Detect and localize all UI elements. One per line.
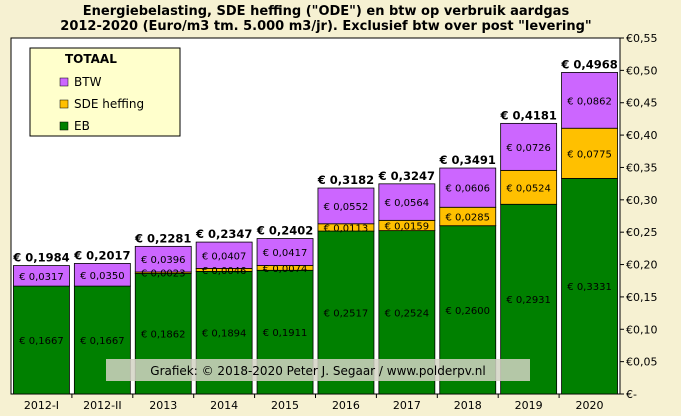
category-label: 2016 xyxy=(332,399,360,412)
segment-label-eb: € 0,3331 xyxy=(567,282,612,293)
credit-background xyxy=(106,359,530,381)
y-tick-label: €0,45 xyxy=(626,97,658,110)
segment-label-btw: € 0,0564 xyxy=(385,198,430,209)
bar-segment-btw xyxy=(195,241,253,269)
segment-label-eb: € 0,2524 xyxy=(385,308,430,319)
credit-box: Grafiek: © 2018-2020 Peter J. Segaar / w… xyxy=(106,359,530,381)
y-tick-label: €0,20 xyxy=(626,259,658,272)
legend-label-eb: EB xyxy=(74,119,90,133)
segment-label-btw: € 0,0350 xyxy=(80,271,125,282)
y-tick-label: €- xyxy=(626,388,637,401)
segment-label-sde-heffing: € 0,0046 xyxy=(202,266,247,277)
legend-title: TOTAAL xyxy=(65,52,117,66)
category-label: 2018 xyxy=(454,399,482,412)
segment-label-eb: € 0,1862 xyxy=(141,330,186,341)
legend-label-btw: BTW xyxy=(74,75,102,89)
chart-title-line-1: Energiebelasting, SDE heffing ("ODE") en… xyxy=(83,4,570,19)
segment-label-btw: € 0,0862 xyxy=(567,96,612,107)
category-label: 2012-II xyxy=(83,399,121,412)
bar-segment-btw xyxy=(561,72,618,129)
segment-label-eb: € 0,1667 xyxy=(19,336,64,347)
category-label: 2012-I xyxy=(24,399,59,412)
segment-label-eb: € 0,2600 xyxy=(445,306,490,317)
credit-text: Grafiek: © 2018-2020 Peter J. Segaar / w… xyxy=(150,364,485,378)
legend-label-sde: SDE heffing xyxy=(74,97,144,111)
y-axis: €- €0,05 €0,10 €0,15 €0,20 €0,25 €0,30 €0,35 €0,… xyxy=(620,32,658,401)
y-tick-label: €0,35 xyxy=(626,161,658,174)
y-tick-label: €0,55 xyxy=(626,32,658,45)
bar-segment-btw xyxy=(317,187,375,225)
y-tick-label: €0,50 xyxy=(626,64,658,77)
bar-total-label: € 0,3182 xyxy=(317,173,374,187)
category-label: 2020 xyxy=(576,399,604,412)
category-label: 2014 xyxy=(210,399,238,412)
segment-label-eb: € 0,2517 xyxy=(324,309,369,320)
bar-total-label: € 0,2017 xyxy=(73,248,130,262)
segment-label-sde-heffing: € 0,0113 xyxy=(324,223,369,234)
segment-label-sde-heffing: € 0,0775 xyxy=(567,149,612,160)
bar-total-label: € 0,1984 xyxy=(12,251,69,265)
segment-label-btw: € 0,0552 xyxy=(324,202,369,213)
legend-swatch-sde xyxy=(59,99,69,109)
bar-segment-btw xyxy=(13,265,70,287)
category-label: 2013 xyxy=(149,399,177,412)
segment-label-eb: € 0,2931 xyxy=(506,295,551,306)
bar-segment-btw xyxy=(256,238,314,266)
bar-segment-btw xyxy=(378,183,436,221)
segment-label-sde-heffing: € 0,0074 xyxy=(263,264,308,275)
bar-total-label: € 0,3247 xyxy=(378,169,435,183)
category-label: 2015 xyxy=(271,399,299,412)
bar-total-label: € 0,2281 xyxy=(134,231,191,245)
y-tick-label: €0,25 xyxy=(626,226,658,239)
bar-total-label: € 0,4181 xyxy=(499,108,556,122)
segment-label-sde-heffing: € 0,0159 xyxy=(385,221,430,232)
segment-label-eb: € 0,1667 xyxy=(80,336,125,347)
chart-title-line-2: 2012-2020 (Euro/m3 tm. 5.000 m3/jr). Exc… xyxy=(60,19,591,34)
segment-label-eb: € 0,1894 xyxy=(202,329,247,340)
legend-box xyxy=(29,47,181,137)
segment-label-btw: € 0,0396 xyxy=(141,255,186,266)
category-label: 2017 xyxy=(393,399,421,412)
segment-label-sde-heffing: € 0,0524 xyxy=(506,183,551,194)
y-tick-label: €0,40 xyxy=(626,129,658,142)
bar-segment-btw xyxy=(500,122,558,171)
legend-swatch-btw xyxy=(59,77,69,87)
segment-label-btw: € 0,0407 xyxy=(202,251,247,262)
segment-label-btw: € 0,0726 xyxy=(506,143,551,154)
bar-total-label: € 0,3491 xyxy=(439,153,496,167)
y-tick-label: €0,15 xyxy=(626,291,658,304)
bar-labels-group: € 0,1667 € 0,0317 € 0,1984 € 0,1667 € 0,0350… xyxy=(12,57,617,347)
segment-label-btw: € 0,0417 xyxy=(263,248,308,259)
segment-label-sde-heffing: € 0,0285 xyxy=(445,212,490,223)
bar-segment-btw xyxy=(439,167,497,208)
y-tick-label: €0,05 xyxy=(626,356,658,369)
x-axis: 2012-I 2012-II 2013 2014 2015 2016 2017 2018 201… xyxy=(24,394,604,412)
segment-label-btw: € 0,0317 xyxy=(19,272,64,283)
bar-segment-btw xyxy=(134,245,192,273)
segment-label-sde-heffing: € 0,0023 xyxy=(141,269,186,280)
segment-label-eb: € 0,1911 xyxy=(263,328,308,339)
segment-label-btw: € 0,0606 xyxy=(445,184,490,195)
legend-swatch-eb xyxy=(59,121,69,131)
legend: TOTAAL BTW SDE heffing EB xyxy=(29,47,181,137)
bar-segment-btw xyxy=(73,263,131,287)
bar-segment-sde-heffing xyxy=(561,127,618,179)
bar-total-label: € 0,2347 xyxy=(195,227,252,241)
bar-total-label: € 0,2402 xyxy=(256,224,313,238)
bar-segment-eb xyxy=(561,177,618,395)
y-tick-label: €0,30 xyxy=(626,194,658,207)
y-tick-label: €0,10 xyxy=(626,323,658,336)
category-label: 2019 xyxy=(515,399,543,412)
bar-total-label: € 0,4968 xyxy=(560,57,617,71)
